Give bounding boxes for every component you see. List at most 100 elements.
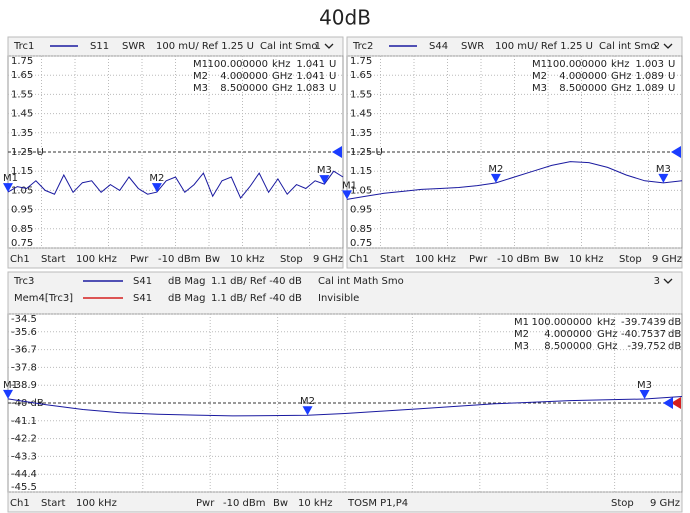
footer-text: Ch1: [349, 254, 369, 265]
y-tick-label: -35.6: [11, 327, 37, 338]
footer-text: TOSM P1,P4: [347, 498, 408, 509]
chevron: [324, 43, 334, 49]
y-tick-label: -44.4: [11, 469, 37, 480]
marker-stimulus: 4.000000: [559, 71, 607, 82]
y-tick-label: 0.85: [350, 224, 372, 235]
marker-unit: dB: [668, 329, 681, 340]
trace-name: Trc2: [352, 41, 373, 52]
footer-text: Start: [380, 254, 405, 265]
footer-text: Stop: [611, 498, 634, 509]
y-tick-label: -40 dB: [11, 398, 44, 409]
marker-stimulus-unit: GHz: [611, 83, 632, 94]
marker-unit: dB: [668, 317, 681, 328]
y-tick-label: -42.2: [11, 434, 37, 445]
marker-stimulus-unit: GHz: [597, 341, 618, 352]
y-tick-label: 1.45: [11, 109, 33, 120]
scale: 1.1 dB/ Ref -40 dB: [211, 293, 302, 304]
marker-stimulus-unit: GHz: [272, 83, 293, 94]
marker-triangle: [319, 175, 330, 185]
marker-name: M3: [193, 83, 208, 94]
y-tick-label: 1.65: [350, 70, 372, 81]
marker-label: M1: [342, 180, 357, 191]
cal-status: Cal int Smo: [599, 41, 657, 52]
parameter: S44: [429, 41, 448, 52]
marker-triangle: [342, 190, 352, 200]
footer-text: -10 dBm: [497, 254, 539, 265]
marker-label: M3: [317, 165, 332, 176]
cal-status: Invisible: [318, 293, 359, 304]
trace-name: Trc3: [13, 276, 34, 287]
marker-label: M2: [300, 396, 315, 407]
marker-label: M2: [488, 164, 503, 175]
marker-value: -40.7537: [621, 329, 666, 340]
marker-label: M1: [3, 380, 18, 391]
reference-marker: [671, 397, 681, 409]
marker-stimulus-unit: kHz: [611, 59, 630, 70]
trace-line: [7, 170, 344, 200]
y-tick-label: 1.35: [11, 128, 33, 139]
y-tick-label: 1.25 U: [350, 147, 383, 158]
cal-status: Cal int Smo: [260, 41, 318, 52]
marker-stimulus-unit: GHz: [272, 71, 293, 82]
marker-triangle: [151, 183, 162, 193]
marker-unit: U: [668, 59, 675, 70]
format: SWR: [122, 41, 145, 52]
footer-text: 9 GHz: [313, 254, 343, 265]
scale: 1.1 dB/ Ref -40 dB: [211, 276, 302, 287]
format: SWR: [461, 41, 484, 52]
marker-stimulus-unit: kHz: [597, 317, 616, 328]
channel-number: 2: [654, 41, 660, 52]
parameter: S41: [133, 293, 152, 304]
marker-value: -39.752: [627, 341, 666, 352]
marker-triangle: [3, 183, 13, 193]
y-tick-label: 1.45: [350, 109, 372, 120]
marker-stimulus: 8.500000: [544, 341, 592, 352]
y-tick-label: 1.35: [350, 128, 372, 139]
y-tick-label: 0.95: [11, 205, 33, 216]
footer-text: 10 kHz: [298, 498, 332, 509]
footer-text: Bw: [273, 498, 288, 509]
chevron: [663, 43, 673, 49]
y-tick-label: -37.8: [11, 362, 37, 373]
footer-text: Stop: [280, 254, 303, 265]
y-tick-label: -43.3: [11, 451, 37, 462]
format: dB Mag: [168, 293, 206, 304]
marker-name: M1: [193, 59, 208, 70]
marker-stimulus: 100.000000: [547, 59, 607, 70]
marker-triangle: [302, 406, 313, 416]
y-tick-label: -38.9: [11, 380, 37, 391]
footer-text: -10 dBm: [223, 498, 265, 509]
marker-stimulus-unit: GHz: [611, 71, 632, 82]
cal-status: Cal int Math Smo: [318, 276, 404, 287]
footer-text: -10 dBm: [158, 254, 200, 265]
marker-value: 1.003: [635, 59, 664, 70]
marker-unit: U: [329, 83, 336, 94]
y-tick-label: 1.15: [11, 166, 33, 177]
marker-name: M1: [532, 59, 547, 70]
marker-value: -39.7439: [621, 317, 666, 328]
marker-value: 1.041: [296, 59, 325, 70]
footer-text: 9 GHz: [650, 498, 680, 509]
footer-text: Stop: [619, 254, 642, 265]
footer-text: 100 kHz: [76, 498, 117, 509]
y-tick-label: 1.75: [350, 56, 372, 67]
channel-number: 3: [654, 276, 660, 287]
marker-value: 1.041: [296, 71, 325, 82]
footer-text: Start: [41, 254, 66, 265]
marker-unit: U: [668, 83, 675, 94]
trace-line: [7, 396, 683, 417]
footer-text: 10 kHz: [569, 254, 603, 265]
parameter: S41: [133, 276, 152, 287]
y-tick-label: 0.85: [11, 224, 33, 235]
marker-name: M3: [532, 83, 547, 94]
format: dB Mag: [168, 276, 206, 287]
footer-text: Pwr: [196, 498, 215, 509]
marker-stimulus: 4.000000: [220, 71, 268, 82]
marker-triangle: [639, 389, 650, 399]
y-tick-label: -45.5: [11, 482, 37, 493]
chevron: [663, 278, 673, 284]
y-tick-label: 1.55: [11, 89, 33, 100]
footer-text: 100 kHz: [415, 254, 456, 265]
y-tick-label: 1.05: [11, 185, 33, 196]
trace-name: Trc1: [13, 41, 34, 52]
